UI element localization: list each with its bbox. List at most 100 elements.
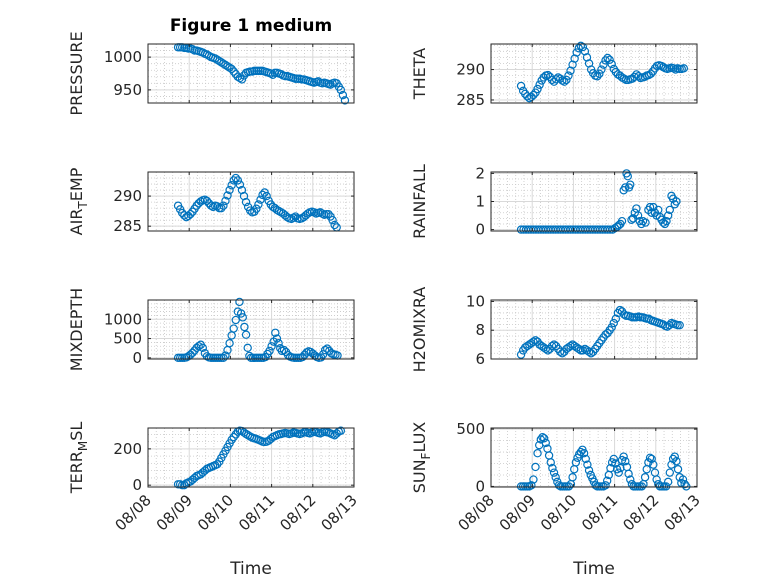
data-point: [200, 466, 210, 475]
data-point: [238, 313, 247, 322]
data-point: [194, 342, 203, 351]
data-point: [252, 204, 261, 213]
y-tick-label: 0: [475, 221, 485, 239]
data-point: [611, 314, 621, 323]
y-tick-label: 1000: [104, 48, 142, 66]
axes-box: [147, 43, 355, 104]
data-point: [188, 348, 197, 358]
data-point: [611, 459, 620, 468]
data-point: [208, 202, 218, 212]
data-point: [279, 345, 289, 355]
y-axis-label: MIXDEPTH: [67, 288, 86, 371]
data-point: [266, 69, 275, 78]
y-tick-label: 950: [113, 81, 142, 99]
data-point: [236, 309, 246, 318]
data-point: [659, 320, 668, 329]
data-point: [645, 202, 655, 212]
data-point: [241, 330, 251, 339]
data-point: [206, 201, 216, 210]
data-point: [215, 56, 224, 66]
data-point: [626, 180, 635, 189]
data-point: [274, 338, 283, 348]
data-point: [227, 181, 236, 190]
y-tick-label: 6: [475, 350, 485, 368]
data-point: [634, 72, 643, 81]
data-point: [535, 80, 544, 89]
y-axis-label-main: AIR: [67, 209, 86, 236]
y-axis-label-main: PRESSURE: [67, 31, 86, 115]
data-point: [578, 42, 588, 52]
data-point: [239, 428, 249, 437]
data-point: [663, 477, 673, 487]
data-point: [231, 173, 240, 183]
data-point: [566, 341, 575, 351]
data-point: [240, 322, 249, 332]
data-point: [602, 476, 612, 485]
data-point: [665, 468, 675, 477]
data-point: [595, 69, 604, 79]
subplot-h2omixra: 6 8 10 H2OMIXRA: [410, 287, 698, 373]
data-point: [568, 473, 577, 482]
data-point: [274, 206, 284, 216]
data-point: [180, 211, 189, 220]
data-point: [627, 215, 636, 224]
chart-title: Figure 1 medium: [170, 16, 332, 36]
axes-box: [147, 427, 355, 488]
data-point: [298, 352, 307, 362]
y-tick-label: 290: [113, 187, 142, 205]
subplot-pressure: 950 1000 PRESSURE Figure 1 medium: [67, 16, 355, 116]
y-axis-label-suffix: LUX: [410, 422, 429, 453]
y-axis-label-suffix: EMP: [67, 167, 86, 201]
data-point: [272, 205, 282, 215]
y-tick-label: 0: [132, 476, 142, 494]
data-point: [283, 212, 292, 222]
y-tick-label: 0: [475, 477, 485, 495]
data-point: [254, 200, 263, 209]
data-point: [225, 185, 234, 195]
subplot-air_temp: 285 290 AIRTEMP: [67, 167, 355, 235]
y-axis-label: AIRTEMP: [67, 167, 90, 235]
data-point: [626, 475, 635, 484]
data-point: [599, 60, 608, 69]
data-point: [223, 191, 232, 200]
data-point: [340, 96, 350, 105]
data-point: [235, 297, 244, 307]
data-point: [266, 434, 275, 444]
data-point: [529, 475, 538, 484]
data-point: [665, 205, 675, 215]
y-axis-label-main: MIXDEPTH: [67, 288, 86, 371]
data-point: [593, 72, 602, 81]
axes-box: [490, 427, 698, 488]
data-point: [617, 216, 627, 226]
data-point: [326, 80, 335, 89]
y-axis-label: PRESSURE: [67, 31, 86, 115]
axes-box: [490, 43, 698, 104]
subplot-grid: 950 1000 PRESSURE Figure 1 medium 285290THET…: [67, 16, 704, 579]
data-point: [609, 318, 618, 328]
data-point: [210, 54, 220, 63]
data-point: [583, 460, 592, 469]
data-point: [243, 343, 252, 353]
data-point: [198, 343, 207, 353]
y-axis-label-main: SUN: [410, 459, 429, 493]
data-point: [219, 353, 228, 363]
data-point: [227, 64, 236, 74]
data-point: [267, 342, 276, 351]
y-tick-label: 8: [475, 321, 485, 339]
data-point: [621, 457, 630, 466]
data-point: [336, 85, 346, 95]
data-point: [579, 449, 589, 458]
subplot-theta: 285 290 THETA: [410, 41, 698, 109]
y-axis-label-main: THETA: [410, 48, 429, 100]
y-axis-label: H2OMIXRA: [410, 287, 429, 373]
data-point: [227, 435, 236, 444]
data-point: [633, 211, 643, 220]
data-point: [649, 460, 658, 469]
data-point: [647, 454, 656, 464]
data-point: [603, 53, 612, 63]
data-point: [641, 218, 650, 227]
data-point: [229, 67, 238, 76]
data-point: [619, 452, 628, 461]
data-point: [673, 465, 683, 474]
data-point: [607, 59, 616, 69]
